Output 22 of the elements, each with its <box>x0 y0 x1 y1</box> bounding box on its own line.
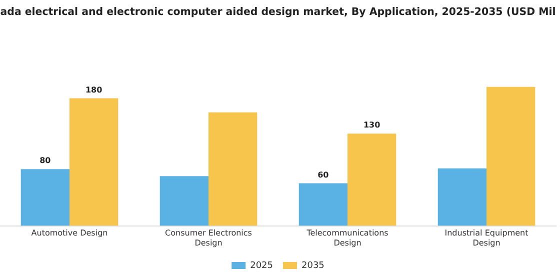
bar <box>160 176 208 226</box>
chart-title: ada electrical and electronic computer aided design market, By Application, 2025-2035 (USD Mil <box>0 6 556 18</box>
category-label: Design <box>194 238 222 248</box>
category-label: Design <box>334 238 362 248</box>
category-label: Consumer Electronics <box>165 228 252 238</box>
legend-label: 2035 <box>302 260 324 271</box>
bar <box>348 134 396 226</box>
bar <box>486 86 536 226</box>
bar <box>298 183 348 226</box>
data-label: 180 <box>85 85 103 94</box>
bar <box>208 112 258 226</box>
bar <box>438 168 486 226</box>
bar <box>20 169 70 226</box>
legend-label: 2025 <box>250 260 273 271</box>
category-label: Telecommunications <box>306 228 388 238</box>
bar <box>70 98 118 226</box>
category-label: Industrial Equipment <box>444 228 528 238</box>
data-label: 80 <box>40 156 52 166</box>
data-label: 130 <box>363 120 381 130</box>
category-label: Design <box>472 238 500 248</box>
x-tick-label: Automotive Design <box>31 228 108 238</box>
data-label: 60 <box>318 170 330 180</box>
